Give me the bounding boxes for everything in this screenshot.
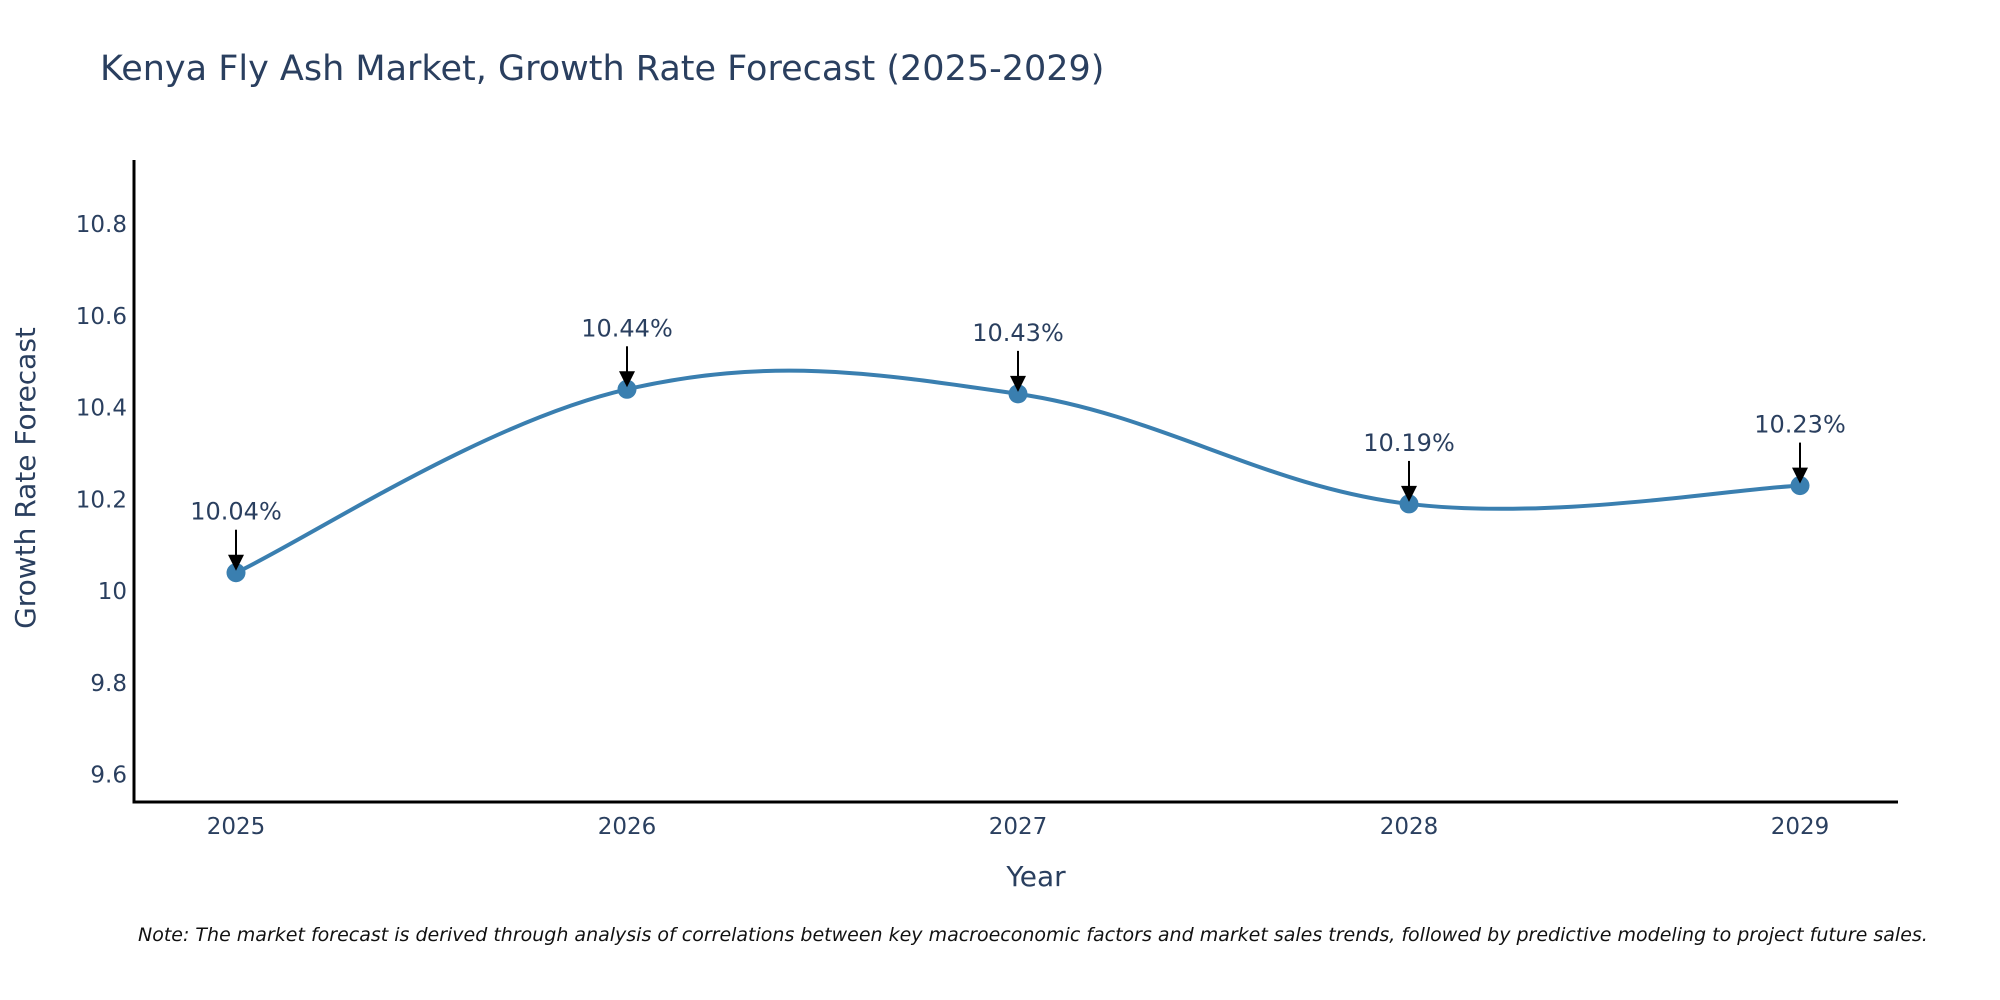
y-axis-title: Growth Rate Forecast: [9, 327, 42, 629]
data-point: [1008, 384, 1028, 404]
annotation-arrow-head: [1401, 485, 1417, 502]
y-tick-label: 10.6: [76, 304, 127, 330]
data-label: 10.19%: [1363, 429, 1455, 457]
y-tick-label: 10: [98, 579, 127, 605]
x-tick-label: 2028: [1380, 814, 1439, 840]
data-point: [617, 379, 637, 399]
data-point: [1399, 494, 1419, 514]
y-tick-label: 9.6: [90, 762, 127, 788]
footnote: Note: The market forecast is derived thr…: [138, 924, 1928, 946]
annotation-arrow-head: [1792, 467, 1808, 484]
data-label: 10.44%: [581, 314, 673, 342]
plot-area: 10.04% 10.44% 10.43% 10.19% 10.23%: [190, 314, 1846, 583]
y-tick-label: 10.4: [76, 396, 127, 422]
annotation-arrow-head: [228, 554, 244, 571]
y-tick-label: 10.2: [76, 487, 127, 513]
x-tick-label: 2025: [207, 814, 266, 840]
data-label: 10.23%: [1754, 411, 1846, 439]
x-tick-label: 2029: [1771, 814, 1830, 840]
x-axis-title: Year: [1005, 860, 1066, 893]
data-label: 10.43%: [972, 319, 1064, 347]
annotation-arrow-head: [1010, 375, 1026, 392]
chart-title: Kenya Fly Ash Market, Growth Rate Foreca…: [100, 49, 1104, 89]
y-tick-label: 10.8: [76, 212, 127, 238]
y-axis: 9.6 9.8 10 10.2 10.4 10.6 10.8: [76, 160, 136, 802]
x-tick-label: 2026: [598, 814, 657, 840]
data-point: [226, 563, 246, 583]
x-axis: 2025 2026 2027 2028 2029: [132, 800, 1898, 840]
data-point: [1790, 476, 1810, 496]
data-label: 10.04%: [190, 498, 282, 526]
x-tick-label: 2027: [989, 814, 1048, 840]
annotation-arrow-head: [619, 371, 635, 388]
y-tick-label: 9.8: [90, 671, 127, 697]
